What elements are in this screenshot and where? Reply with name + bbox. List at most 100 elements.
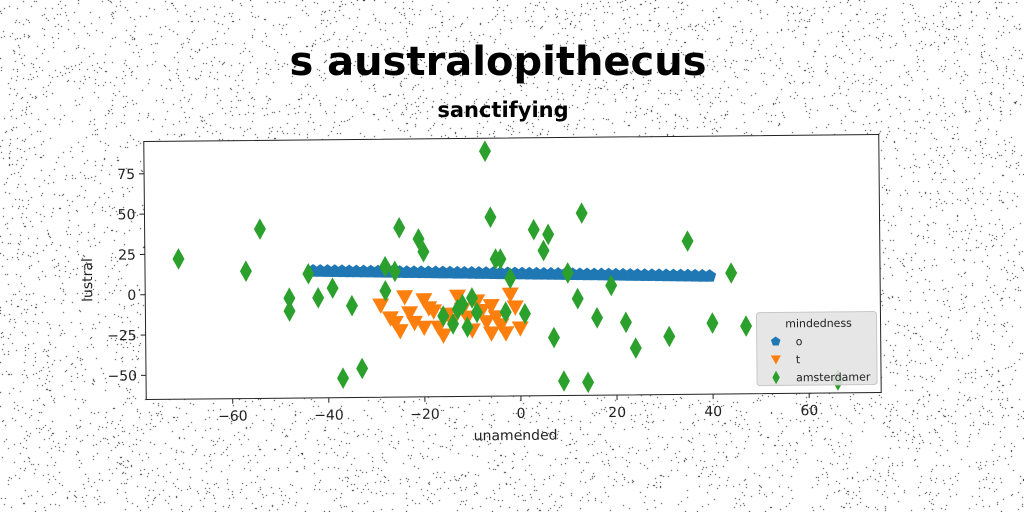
point-amsterdamer <box>379 255 392 278</box>
point-amsterdamer <box>494 248 507 270</box>
x-axis: −60 −40 −20 0 20 40 60 <box>218 393 818 425</box>
point-amsterdamer <box>447 313 460 335</box>
point-amsterdamer <box>283 287 296 309</box>
point-amsterdamer <box>582 371 595 394</box>
point-amsterdamer <box>388 260 401 283</box>
legend-box <box>755 311 878 387</box>
y-tick-label: 0 <box>127 288 136 304</box>
point-amsterdamer <box>619 311 632 334</box>
legend-title: mindedness <box>785 317 852 331</box>
x-tick-label: −60 <box>218 409 248 425</box>
data-points <box>172 140 844 394</box>
point-amsterdamer <box>461 316 474 338</box>
point-amsterdamer <box>504 267 517 290</box>
x-tick-label: 20 <box>608 405 626 421</box>
point-t <box>401 306 419 322</box>
point-t <box>415 320 433 337</box>
point-amsterdamer <box>302 262 315 285</box>
y-tick-label: 25 <box>118 247 136 263</box>
y-axis: −50 −25 0 25 50 75 <box>107 167 147 385</box>
legend-label-amsterdamer: amsterdamer <box>796 371 871 385</box>
point-amsterdamer <box>591 306 604 329</box>
point-t <box>478 315 496 331</box>
point-t <box>405 315 423 332</box>
point-amsterdamer <box>740 315 753 337</box>
point-amsterdamer <box>456 293 469 316</box>
x-tick-label: −20 <box>410 407 440 423</box>
legend: mindedness ot amsterdamer <box>755 311 878 387</box>
plot-area: −60 −40 −20 0 20 40 60 −50 −25 0 25 50 75 unamended… <box>80 133 882 445</box>
x-tick-label: 60 <box>800 403 818 419</box>
point-amsterdamer <box>337 367 350 390</box>
point-amsterdamer <box>681 230 694 252</box>
y-tick-label: −25 <box>107 328 137 344</box>
point-amsterdamer <box>478 140 491 162</box>
legend-label-o: o <box>796 335 803 348</box>
point-t <box>506 300 524 316</box>
point-amsterdamer <box>725 262 738 284</box>
point-t <box>511 321 529 337</box>
point-amsterdamer <box>557 370 570 392</box>
point-amsterdamer <box>571 287 584 310</box>
y-tick-label: 50 <box>118 207 136 223</box>
point-t <box>434 328 452 344</box>
point-t <box>449 289 467 306</box>
chart-suptitle: s australopithecus <box>289 39 706 85</box>
point-amsterdamer <box>470 301 483 324</box>
point-amsterdamer <box>345 294 358 317</box>
point-amsterdamer <box>605 274 618 297</box>
point-amsterdamer <box>663 325 676 348</box>
point-t <box>482 299 500 315</box>
legend-marker-o <box>770 336 781 346</box>
point-amsterdamer <box>393 216 406 239</box>
point-t <box>425 304 443 320</box>
point-amsterdamer <box>239 260 252 282</box>
x-tick-label: −40 <box>314 408 344 424</box>
point-amsterdamer <box>417 240 430 263</box>
point-amsterdamer <box>561 262 574 284</box>
point-amsterdamer <box>542 223 555 246</box>
point-amsterdamer <box>537 239 550 262</box>
point-t <box>386 316 404 332</box>
point-amsterdamer <box>283 300 296 322</box>
point-amsterdamer <box>253 218 266 240</box>
point-amsterdamer <box>312 287 325 309</box>
y-tick-label: 75 <box>117 167 135 183</box>
point-amsterdamer <box>527 218 540 241</box>
point-amsterdamer <box>547 326 560 349</box>
point-amsterdamer <box>412 228 425 250</box>
legend-label-t: t <box>796 353 801 366</box>
point-t <box>492 318 510 334</box>
x-axis-label: unamended <box>474 428 558 445</box>
x-tick-label: 0 <box>517 406 526 422</box>
point-t <box>497 326 515 342</box>
point-amsterdamer <box>629 337 642 359</box>
x-tick-label: 40 <box>704 404 722 420</box>
point-amsterdamer <box>356 357 369 380</box>
point-t <box>415 293 433 309</box>
legend-marker-t <box>770 355 781 365</box>
point-amsterdamer <box>706 312 719 334</box>
point-amsterdamer <box>451 298 464 321</box>
point-t <box>482 326 500 342</box>
point-amsterdamer <box>465 287 478 309</box>
point-amsterdamer <box>437 305 450 327</box>
y-axis-label: lustral <box>80 258 96 302</box>
y-tick-label: −50 <box>107 368 137 384</box>
point-amsterdamer <box>326 277 339 299</box>
point-amsterdamer <box>379 280 392 302</box>
point-t <box>396 290 414 306</box>
point-t <box>501 287 519 303</box>
chart-title: sanctifying <box>437 98 568 122</box>
point-t <box>487 310 505 326</box>
point-amsterdamer <box>484 206 497 229</box>
point-amsterdamer <box>172 248 185 270</box>
point-t <box>372 298 390 314</box>
legend-marker-amsterdamer <box>772 370 780 385</box>
point-amsterdamer <box>575 202 588 224</box>
plot-frame <box>143 133 882 401</box>
point-o <box>702 269 717 282</box>
point-amsterdamer <box>518 302 531 325</box>
point-amsterdamer <box>499 301 512 323</box>
